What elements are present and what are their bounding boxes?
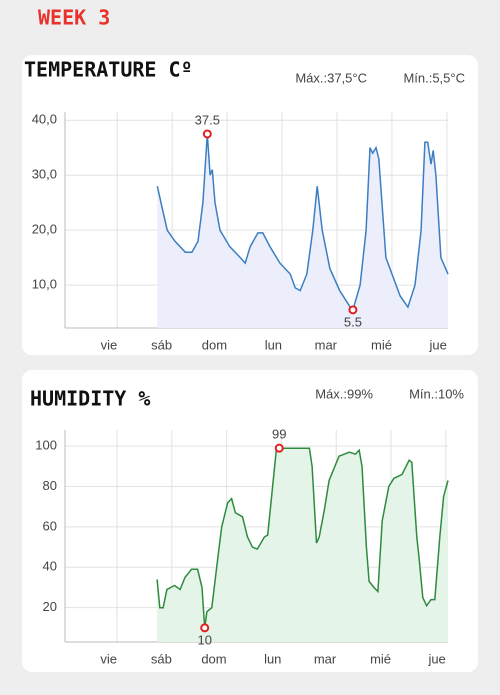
x-tick-label: dom xyxy=(202,337,227,352)
area xyxy=(157,134,449,328)
marker-label: 10 xyxy=(197,632,211,647)
marker xyxy=(202,129,212,139)
x-tick-label: mié xyxy=(370,651,391,666)
x-tick-label: mié xyxy=(371,337,392,352)
x-tick-label: mar xyxy=(315,337,338,352)
y-tick-label: 80 xyxy=(43,478,57,493)
week-title: WEEK 3 xyxy=(38,6,110,30)
y-tick-label: 60 xyxy=(43,518,57,533)
y-tick-label: 40 xyxy=(43,559,57,574)
y-tick-label: 20 xyxy=(43,599,57,614)
marker-label: 5.5 xyxy=(344,314,362,329)
chart-title: HUMIDITY % xyxy=(30,387,150,411)
y-tick-label: 40,0 xyxy=(32,112,57,127)
x-tick-label: dom xyxy=(201,651,226,666)
stat: Máx.:99% xyxy=(315,386,373,401)
chart-title: TEMPERATURE Cº xyxy=(24,58,193,82)
x-tick-label: jue xyxy=(427,651,445,666)
x-tick-label: vie xyxy=(100,651,117,666)
stat: Mín.:5,5°C xyxy=(403,70,465,85)
stat: Mín.:10% xyxy=(409,386,464,401)
y-tick-label: 20,0 xyxy=(32,222,57,237)
area xyxy=(157,448,448,642)
x-tick-label: sáb xyxy=(151,651,172,666)
x-tick-label: lun xyxy=(264,651,281,666)
line xyxy=(156,133,449,312)
marker-label: 99 xyxy=(272,427,286,442)
x-tick-label: lun xyxy=(265,337,282,352)
stat: Máx.:37,5°C xyxy=(295,70,367,85)
marker-label: 37.5 xyxy=(195,112,220,127)
x-tick-label: mar xyxy=(314,651,337,666)
marker xyxy=(348,305,358,315)
x-tick-label: jue xyxy=(429,337,447,352)
y-tick-label: 10,0 xyxy=(32,277,57,292)
line xyxy=(156,447,449,629)
y-tick-label: 30,0 xyxy=(32,167,57,182)
x-tick-label: sáb xyxy=(151,337,172,352)
y-tick-label: 100 xyxy=(35,438,57,453)
x-tick-label: vie xyxy=(101,337,118,352)
marker xyxy=(200,623,210,633)
marker xyxy=(274,443,284,453)
